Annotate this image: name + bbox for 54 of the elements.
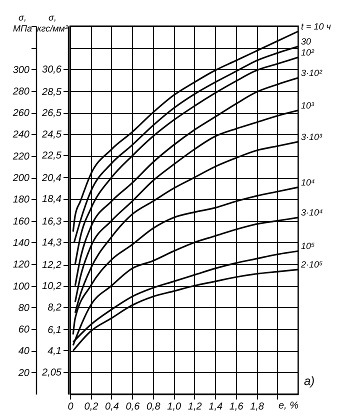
y2-tick-label: 16,3 [42, 216, 62, 228]
x-tick-label: 0,6 [126, 402, 140, 412]
y-tick-label: 200 [12, 173, 30, 184]
series-label: 2·10⁵ [300, 260, 324, 270]
series-label: 3·10⁴ [301, 208, 324, 218]
x-tick-label: 1,8 [250, 402, 264, 412]
text: а) [304, 374, 315, 388]
y2-tick-label: 2,05 [41, 368, 62, 379]
y2-axis-title: σ, кгс/мм² [37, 12, 69, 34]
series-label: t = 10 ч [301, 21, 332, 32]
series-label: 10⁵ [301, 241, 316, 252]
y2-tick-label: 30,6 [42, 64, 62, 76]
y2-tick-label: 10,2 [42, 281, 62, 292]
y-tick-label: 180 [12, 194, 30, 206]
series-label: 10² [301, 47, 316, 58]
series-label: 30 [301, 36, 312, 47]
y-tick-label: 220 [12, 151, 30, 162]
y2-tick-label: 26,5 [41, 108, 62, 120]
x-tick-label: 0 [68, 402, 74, 412]
y-tick-label: 160 [12, 216, 30, 228]
y-tick-label: 280 [12, 86, 30, 98]
y-tick-label: 80 [18, 302, 30, 314]
y2-tick-label: 24,5 [41, 129, 62, 140]
x-tick-label: 0,4 [105, 402, 120, 412]
series-label: 3·10³ [301, 132, 324, 142]
series-label: 10⁴ [301, 177, 316, 188]
y-tick-label: 100 [12, 281, 30, 292]
y-tick-label: 300 [12, 64, 30, 76]
y-axis-title: σ, МПа [12, 12, 32, 34]
series-label: 10³ [301, 100, 316, 110]
y2-tick-label: 6,1 [48, 324, 62, 336]
y2-tick-label: 12,2 [42, 260, 62, 272]
x-axis-title: e, % [278, 400, 299, 412]
x-tick-label: 1,6 [229, 402, 244, 412]
y2-tick-label: 4,1 [48, 346, 62, 357]
y-tick-label: 260 [12, 108, 30, 120]
x-tick-label: 1,4 [208, 402, 223, 412]
y2-tick-label: 18,4 [42, 194, 62, 206]
y-tick-label: 140 [12, 238, 30, 249]
y2-tick-label: 14,3 [42, 238, 62, 249]
y-tick-label: 20 [17, 368, 30, 379]
x-tick-label: 0,8 [146, 402, 161, 412]
y2-tick-label: 22,5 [41, 150, 62, 162]
y-tick-label: 120 [12, 260, 30, 271]
x-tick-label: 0,2 [84, 402, 99, 412]
x-tick-label: 1,0 [167, 402, 182, 412]
y-tick-label: 40 [18, 346, 30, 358]
y-tick-label: 60 [18, 324, 30, 336]
y2-tick-label: 28,5 [41, 86, 62, 98]
y2-tick-label: 20,4 [41, 172, 62, 184]
y-tick-label: 240 [12, 130, 30, 141]
y2-tick-label: 8,2 [48, 302, 62, 314]
x-tick-label: 1,2 [188, 402, 202, 412]
series-label: 3·10² [301, 68, 324, 78]
